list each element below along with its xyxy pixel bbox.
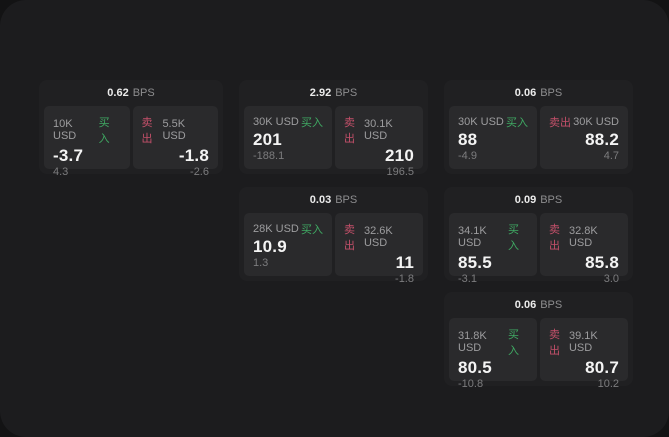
quote-card-2: 2.92 BPS 30K USD 买入 201 -188.1 卖出 30.1K … [239, 80, 428, 178]
sell-price: 88.2 [585, 130, 619, 149]
quote-panels: 28K USD 买入 10.9 1.3 卖出 32.6K USD 11 -1.8 [244, 213, 423, 285]
bps-unit: BPS [540, 87, 563, 99]
sell-amount: 32.6K USD [363, 225, 393, 249]
card-header: 0.06 BPS [444, 292, 633, 318]
buy-side-label: 买入 [301, 117, 323, 129]
sell-panel[interactable]: 卖出 32.8K USD 85.8 3.0 [540, 213, 628, 285]
sell-amount: 39.1K USD [568, 330, 598, 354]
quote-panels: 31.8K USD 买入 80.5 -10.8 卖出 39.1K USD 80.… [449, 318, 628, 390]
buy-panel[interactable]: 34.1K USD 买入 85.5 -3.1 [449, 213, 537, 285]
sell-change: -2.6 [190, 166, 209, 178]
sell-price: 80.7 [585, 358, 619, 377]
buy-panel[interactable]: 31.8K USD 买入 80.5 -10.8 [449, 318, 537, 390]
sell-change: 10.2 [597, 378, 619, 390]
bps-value: 0.06 [514, 299, 537, 311]
sell-panel[interactable]: 卖出 39.1K USD 80.7 10.2 [540, 318, 628, 390]
sell-amount: 5.5K USD [162, 118, 186, 142]
buy-change: -3.1 [458, 273, 477, 285]
sell-amount: 30K USD [573, 116, 619, 128]
card-header: 0.62 BPS [39, 80, 223, 106]
card-header: 0.03 BPS [239, 187, 428, 213]
sell-price: 210 [385, 146, 414, 165]
bps-unit: BPS [540, 299, 563, 311]
bps-unit: BPS [335, 87, 358, 99]
quote-card-5: 0.09 BPS 34.1K USD 买入 85.5 -3.1 卖出 32.8K… [444, 187, 633, 285]
buy-change: -4.9 [458, 150, 477, 162]
bps-unit: BPS [540, 194, 563, 206]
sell-price: 11 [395, 253, 414, 272]
quote-panels: 34.1K USD 买入 85.5 -3.1 卖出 32.8K USD 85.8… [449, 213, 628, 285]
buy-side-label: 买入 [506, 117, 528, 129]
sell-side-label: 卖出 [344, 224, 355, 252]
buy-amount: 31.8K USD [458, 330, 487, 354]
buy-price: -3.7 [53, 146, 84, 165]
buy-price: 80.5 [458, 358, 492, 377]
sell-panel[interactable]: 卖出 30K USD 88.2 4.7 [540, 106, 628, 169]
bps-value: 0.62 [107, 87, 129, 99]
buy-price: 10.9 [253, 237, 287, 256]
quote-card-4: 0.03 BPS 28K USD 买入 10.9 1.3 卖出 32.6K US… [239, 187, 428, 285]
buy-amount: 34.1K USD [458, 225, 487, 249]
sell-change: 196.5 [386, 166, 414, 178]
buy-price: 88 [458, 130, 478, 149]
quote-card-1: 0.62 BPS 10K USD 买入 -3.7 4.3 卖出 5.5K USD… [39, 80, 223, 178]
buy-panel[interactable]: 30K USD 买入 88 -4.9 [449, 106, 537, 169]
sell-amount: 32.8K USD [568, 225, 598, 249]
sell-price: 85.8 [585, 253, 619, 272]
buy-panel[interactable]: 30K USD 买入 201 -188.1 [244, 106, 332, 169]
buy-change: -188.1 [253, 150, 285, 162]
sell-side-label: 卖出 [549, 224, 560, 252]
bps-value: 0.03 [309, 194, 332, 206]
buy-panel[interactable]: 10K USD 买入 -3.7 4.3 [44, 106, 130, 178]
sell-amount: 30.1K USD [363, 118, 393, 142]
buy-amount: 30K USD [253, 116, 299, 128]
buy-price: 85.5 [458, 253, 492, 272]
buy-side-label: 买入 [508, 329, 520, 357]
sell-change: 4.7 [603, 150, 619, 162]
sell-panel[interactable]: 卖出 30.1K USD 210 196.5 [335, 106, 423, 178]
buy-amount: 10K USD [53, 118, 77, 142]
sell-side-label: 卖出 [141, 117, 153, 145]
quote-panels: 10K USD 买入 -3.7 4.3 卖出 5.5K USD -1.8 -2.… [44, 106, 218, 178]
bps-value: 2.92 [309, 87, 332, 99]
buy-change: 1.3 [253, 257, 269, 269]
card-header: 0.06 BPS [444, 80, 633, 106]
quote-card-6: 0.06 BPS 31.8K USD 买入 80.5 -10.8 卖出 39.1… [444, 292, 633, 390]
bps-unit: BPS [132, 87, 155, 99]
sell-panel[interactable]: 卖出 5.5K USD -1.8 -2.6 [132, 106, 218, 178]
bps-value: 0.06 [514, 87, 537, 99]
sell-panel[interactable]: 卖出 32.6K USD 11 -1.8 [335, 213, 423, 285]
buy-change: -10.8 [458, 378, 484, 390]
sell-change: 3.0 [603, 273, 619, 285]
buy-side-label: 买入 [98, 117, 110, 145]
buy-side-label: 买入 [301, 224, 323, 236]
bps-unit: BPS [335, 194, 358, 206]
quote-panels: 30K USD 买入 201 -188.1 卖出 30.1K USD 210 1… [244, 106, 423, 178]
buy-panel[interactable]: 28K USD 买入 10.9 1.3 [244, 213, 332, 276]
sell-side-label: 卖出 [549, 329, 560, 357]
quote-panels: 30K USD 买入 88 -4.9 卖出 30K USD 88.2 4.7 [449, 106, 628, 169]
buy-side-label: 买入 [508, 224, 520, 252]
card-header: 2.92 BPS [239, 80, 428, 106]
card-header: 0.09 BPS [444, 187, 633, 213]
sell-change: -1.8 [395, 273, 414, 285]
quote-card-3: 0.06 BPS 30K USD 买入 88 -4.9 卖出 30K USD 8… [444, 80, 633, 174]
buy-amount: 30K USD [458, 116, 504, 128]
buy-price: 201 [253, 130, 282, 149]
buy-amount: 28K USD [253, 223, 299, 235]
sell-side-label: 卖出 [549, 117, 571, 129]
buy-change: 4.3 [53, 166, 69, 178]
bps-value: 0.09 [514, 194, 537, 206]
sell-side-label: 卖出 [344, 117, 355, 145]
sell-price: -1.8 [178, 146, 209, 165]
